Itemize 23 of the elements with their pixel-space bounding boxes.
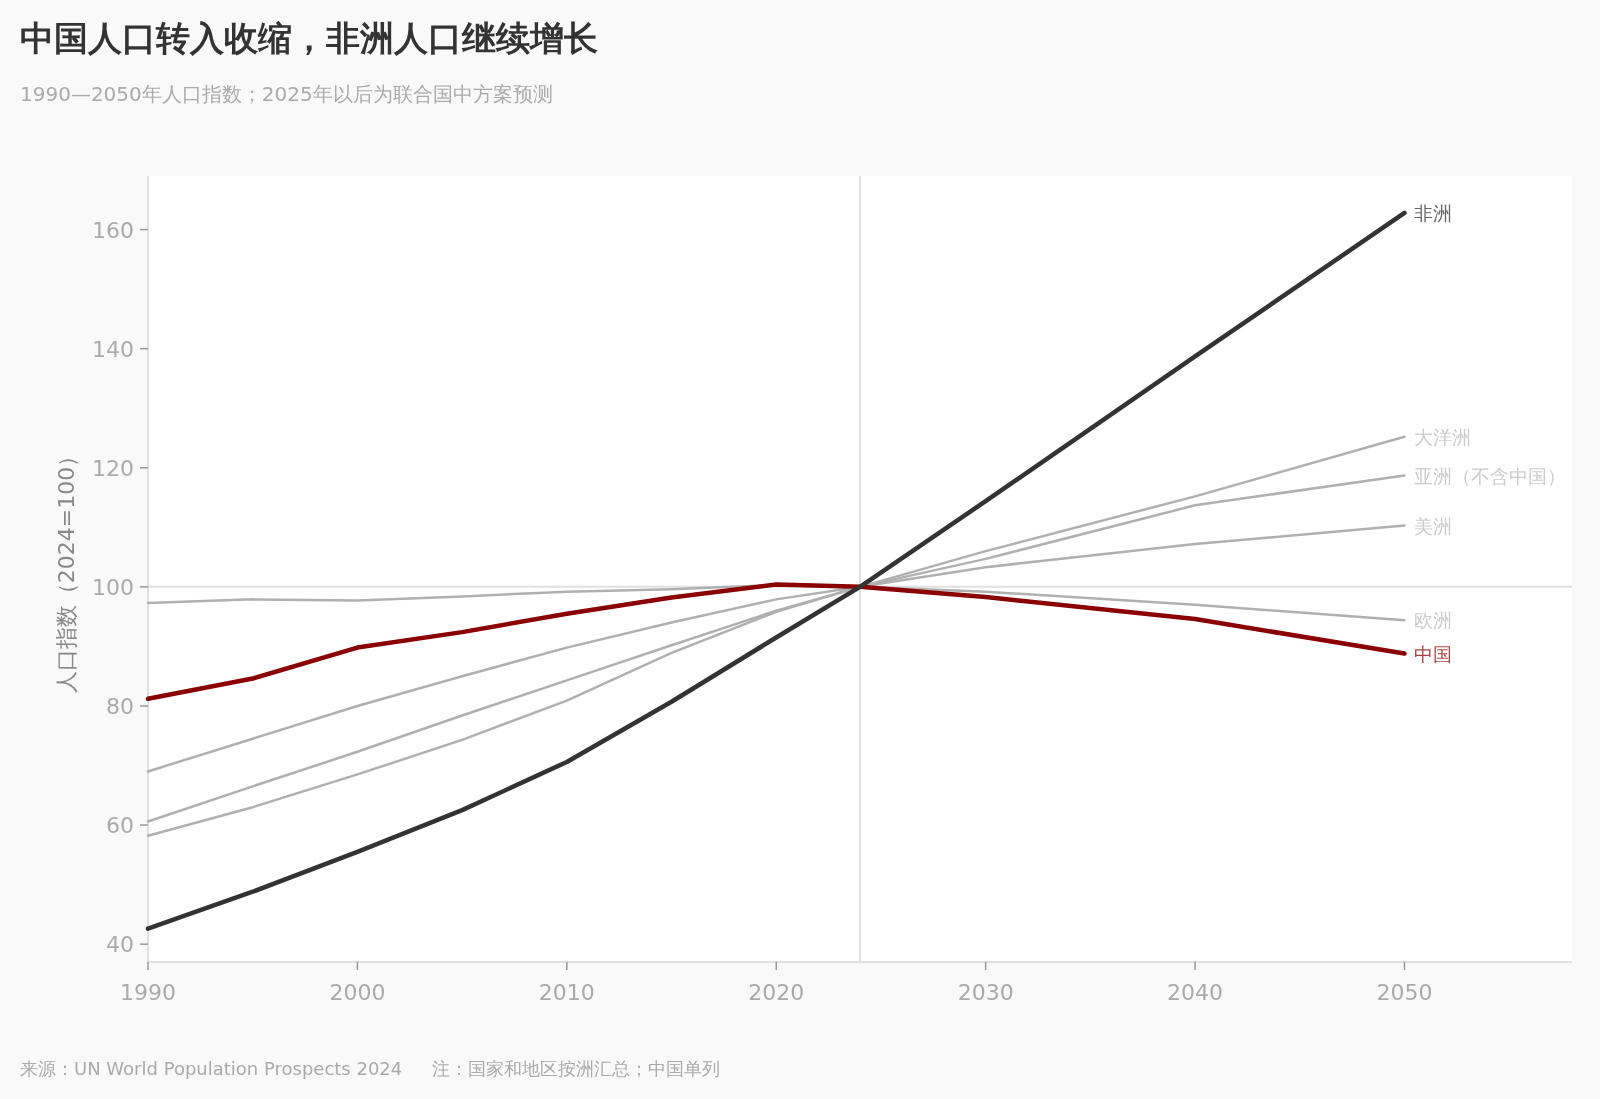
line-series <box>145 582 1407 702</box>
text: 注：国家和地区按洲汇总；中国单列 <box>432 1058 721 1079</box>
chart-title: 中国人口转入收缩，非洲人口继续增长 <box>20 18 598 58</box>
y-tick-label: 140 <box>92 336 134 362</box>
x-tick-label: 2000 <box>329 980 386 1005</box>
x-tick-label: 2030 <box>957 980 1014 1005</box>
series-label: 中国 <box>1414 642 1453 665</box>
y-tick-label: 120 <box>92 455 134 481</box>
source-note: 来源：UN World Population Prospects 2024 <box>20 1058 403 1079</box>
y-tick-label: 40 <box>106 932 134 958</box>
x-tick-label: 2020 <box>748 980 805 1005</box>
y-tick-label: 60 <box>106 813 134 839</box>
x-tick-label: 2040 <box>1167 980 1224 1005</box>
y-axis-title: 人口指数（2024=100） <box>54 444 79 694</box>
y-tick-label: 160 <box>92 217 134 243</box>
x-tick-label: 1990 <box>120 980 176 1005</box>
y-tick-label: 100 <box>92 574 134 600</box>
x-tick-label: 2050 <box>1376 980 1433 1005</box>
series-label: 非洲 <box>1414 201 1453 224</box>
x-tick-label: 2010 <box>538 980 595 1005</box>
chart-subtitle: 1990—2050年人口指数；2025年以后为联合国中方案预测 <box>20 82 553 106</box>
y-tick-label: 80 <box>106 693 134 719</box>
line-series <box>145 210 1407 931</box>
